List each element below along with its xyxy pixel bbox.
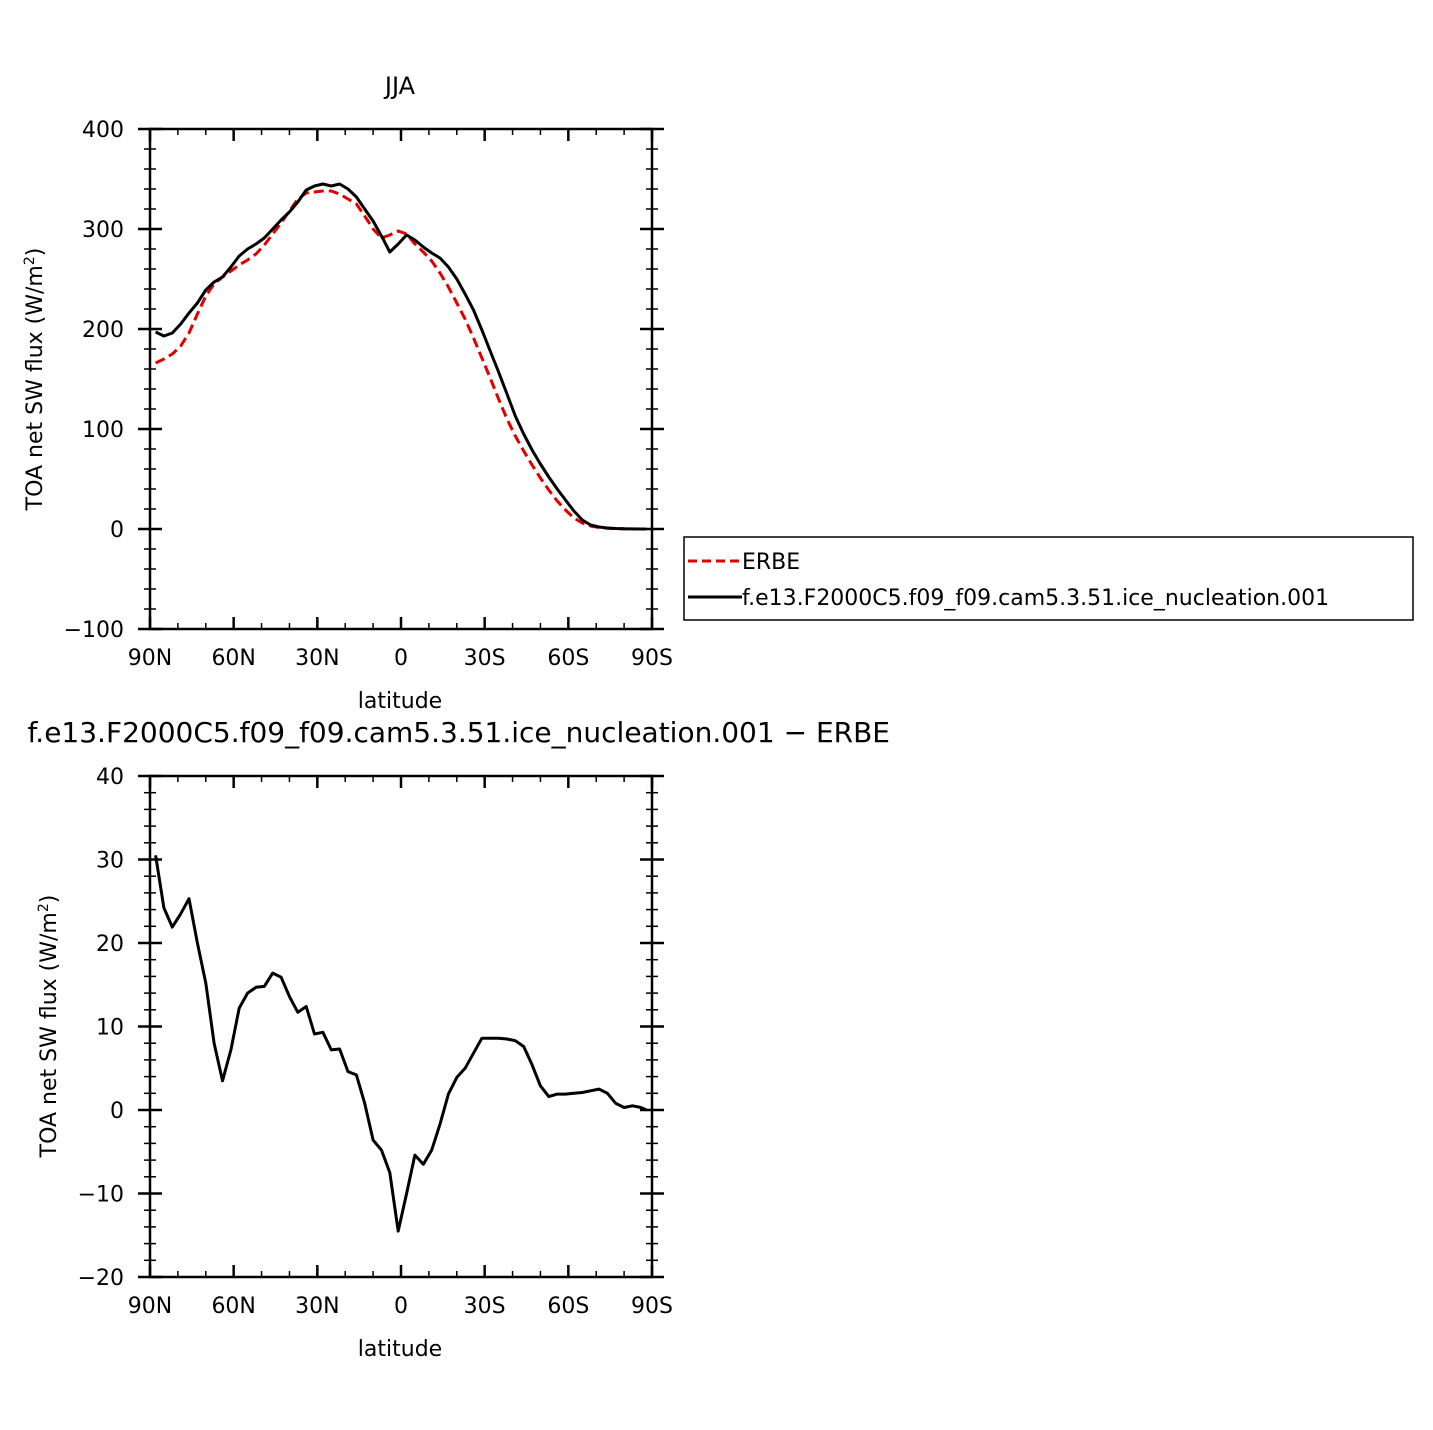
x-tick-label: 30S [464,646,506,671]
x-tick-label: 90N [128,646,172,671]
bottom-plot-frame [148,774,654,1279]
x-tick-label: 60S [547,1294,589,1319]
x-tick-label: 90N [128,1294,172,1319]
series-line-model [154,182,647,531]
y-tick-label: −100 [64,618,124,643]
y-tick-label: −20 [78,1266,124,1291]
y-tick-label: 300 [82,218,124,243]
legend-box [683,536,1414,621]
x-tick-label: 30N [295,646,339,671]
top-y-axis-label: TOA net SW flux (W/m2) [22,248,48,512]
x-tick-label: 90S [631,646,673,671]
y-tick-label: 200 [82,318,124,343]
y-tick-label: 0 [110,518,124,543]
y-tick-label: 20 [96,932,124,957]
top-chart-title: JJA [383,72,416,100]
legend-label-model: f.e13.F2000C5.f09_f09.cam5.3.51.ice_nucl… [742,586,1329,611]
y-tick-label: −10 [78,1183,124,1208]
series-line-erbe [154,189,647,531]
y-tick-label: 40 [96,765,124,790]
x-tick-label: 0 [394,1294,408,1319]
bottom-x-axis-label: latitude [358,1337,442,1362]
bottom-chart-title: f.e13.F2000C5.f09_f09.cam5.3.51.ice_nucl… [27,716,890,749]
x-tick-label: 90S [631,1294,673,1319]
x-tick-label: 60N [211,1294,255,1319]
top-x-axis-label: latitude [358,689,442,714]
x-tick-label: 60N [211,646,255,671]
top-plot-frame [148,127,654,631]
y-tick-label: 400 [82,118,124,143]
y-tick-label: 100 [82,418,124,443]
x-tick-label: 0 [394,646,408,671]
legend: ERBE f.e13.F2000C5.f09_f09.cam5.3.51.ice… [683,536,1414,621]
y-tick-label: 10 [96,1016,124,1041]
x-tick-label: 30S [464,1294,506,1319]
top-panel: JJA 90N 60N 30N 0 30S 60S 90S −100 0 100 200 300 400… [22,72,673,714]
legend-label-erbe: ERBE [742,550,800,575]
y-tick-label: 30 [96,849,124,874]
bottom-y-axis-label: TOA net SW flux (W/m2) [36,895,62,1159]
x-tick-label: 60S [547,646,589,671]
x-tick-label: 30N [295,1294,339,1319]
bottom-panel: f.e13.F2000C5.f09_f09.cam5.3.51.ice_nucl… [27,716,890,1362]
y-tick-label: 0 [110,1099,124,1124]
series-line-model [154,855,648,1233]
